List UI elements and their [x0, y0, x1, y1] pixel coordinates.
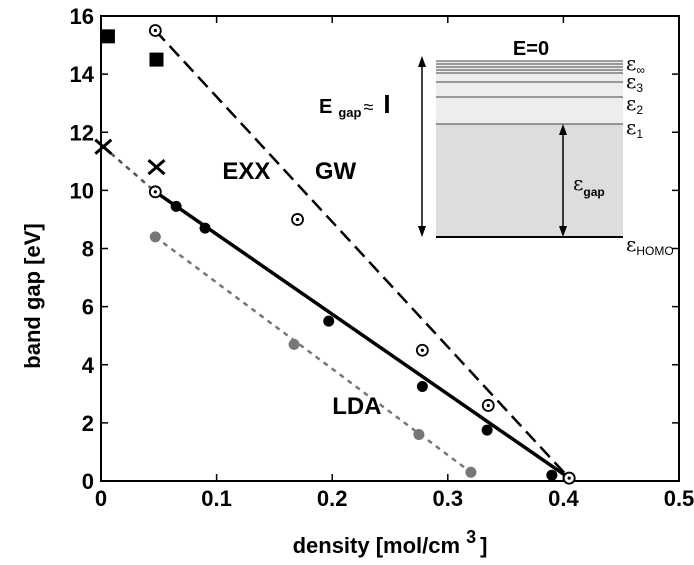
y-tick-label: 16	[70, 4, 94, 29]
inset-level-lines	[436, 60, 623, 125]
y-tick-label: 10	[70, 178, 94, 203]
data-point-gw-0	[148, 24, 162, 37]
data-point-gw-0-dot	[153, 28, 157, 33]
inset-level-label-main: ε	[626, 232, 636, 256]
x-axis-title-main: density [mol/cm	[293, 533, 460, 558]
inset-inner-gap-label-sub: gap	[583, 185, 604, 199]
inset-level-label-0: ε∞	[626, 51, 645, 77]
y-tick-label: 6	[82, 295, 94, 320]
x-tick-label: 0.3	[433, 486, 464, 511]
series-label-exx: EXX	[222, 158, 270, 185]
inset-gap-label-sub: gap	[338, 105, 361, 120]
data-point-exx-0	[148, 185, 162, 199]
data-point-exx-3	[323, 315, 335, 327]
inset-inner-gap-label: εgap	[573, 171, 605, 199]
inset-level-label-main: ε	[626, 115, 636, 139]
data-point-exx-6	[546, 469, 558, 481]
series-label-lda: LDA	[332, 393, 381, 420]
data-point-exx-7-dot	[567, 476, 571, 480]
inset-inner-gap-label-main: ε	[573, 171, 583, 195]
data-point-extra-3-0-stroke-b	[94, 138, 113, 155]
x-axis-title-superscript: 3	[466, 527, 476, 547]
inset-level-label-2: ε2	[626, 91, 643, 117]
inset-level-label-main: ε	[626, 69, 636, 93]
data-point-gw-3	[481, 399, 495, 412]
inset-inner-gap-arrow-head-bottom	[559, 226, 567, 237]
labels-layer: EXX GW LDA	[222, 158, 381, 420]
inset-gap-arrow-head-top	[418, 56, 426, 67]
data-point-gw-1	[291, 213, 304, 226]
x-axis-title-close: ]	[480, 533, 487, 558]
y-tick-label: 2	[82, 411, 94, 436]
data-point-extra-3-1-stroke-b	[147, 158, 166, 176]
data-point-extra-4-0	[100, 29, 115, 44]
x-axis-title: density [mol/cm 3]	[293, 527, 488, 558]
y-tick-label: 14	[70, 62, 95, 87]
y-tick-label: 0	[82, 469, 94, 494]
data-point-gw-3-dot	[486, 403, 490, 408]
data-point-exx-1	[170, 200, 182, 212]
inset-inner-gap-arrow-head-top	[559, 124, 567, 135]
data-point-lda-3	[465, 466, 477, 478]
inset-level-label-sub: HOMO	[636, 244, 673, 258]
data-point-gw-2	[415, 343, 429, 357]
inset-gap-region	[436, 124, 623, 237]
inset-level-label-main: ε	[626, 51, 636, 75]
y-tick-label: 12	[70, 120, 94, 145]
inset-top-label: E=0	[513, 38, 549, 60]
data-point-gw-2-dot	[420, 348, 424, 352]
inset-level-label-1: ε3	[626, 69, 643, 95]
y-tick-label: 8	[82, 237, 94, 262]
data-point-lda-2	[413, 429, 425, 440]
x-tick-label: 0.1	[201, 486, 232, 511]
data-point-exx-5	[481, 424, 493, 436]
inset-level-label-sub: 3	[636, 81, 643, 95]
inset-gap-arrow-head-bottom	[418, 226, 426, 237]
x-tick-label: 0.2	[317, 486, 348, 511]
x-tick-label: 0.4	[548, 486, 579, 511]
y-axis-title: band gap [eV]	[20, 223, 45, 368]
data-point-exx-7	[562, 471, 576, 485]
inset-gap-label-end: I	[383, 89, 390, 119]
data-point-exx-4	[416, 381, 428, 393]
x-tick-label: 0	[95, 486, 107, 511]
data-point-exx-0-dot	[153, 190, 157, 194]
data-point-lda-1	[288, 338, 300, 350]
data-point-extra-3-1	[147, 158, 166, 176]
series-line-exx	[154, 190, 571, 480]
series-line-extra-3	[102, 145, 157, 193]
inset-level-label-sub: 1	[636, 127, 643, 141]
inset-upper-region	[436, 61, 623, 124]
data-point-extra-4-1	[149, 52, 164, 67]
data-point-lda-0	[149, 231, 161, 243]
data-point-gw-1-dot	[295, 217, 300, 222]
inset-level-label-main: ε	[626, 91, 636, 115]
inset-gap-label-main: E	[319, 96, 332, 118]
inset-gap-label-approx: ≈	[363, 97, 373, 117]
inset-level-label-4: εHOMO	[626, 232, 674, 258]
data-point-exx-2	[199, 222, 211, 234]
y-tick-label: 4	[82, 353, 95, 378]
series-layer	[102, 29, 571, 480]
x-tick-label: 0.5	[664, 486, 694, 511]
inset-level-label-3: ε1	[626, 115, 643, 141]
series-line-gw	[154, 29, 571, 479]
data-point-extra-3-0	[94, 138, 113, 155]
series-label-gw: GW	[315, 158, 357, 185]
inset-level-label-sub: 2	[636, 103, 643, 117]
markers-layer	[94, 24, 576, 485]
inset-level-label-sub: ∞	[636, 63, 645, 77]
